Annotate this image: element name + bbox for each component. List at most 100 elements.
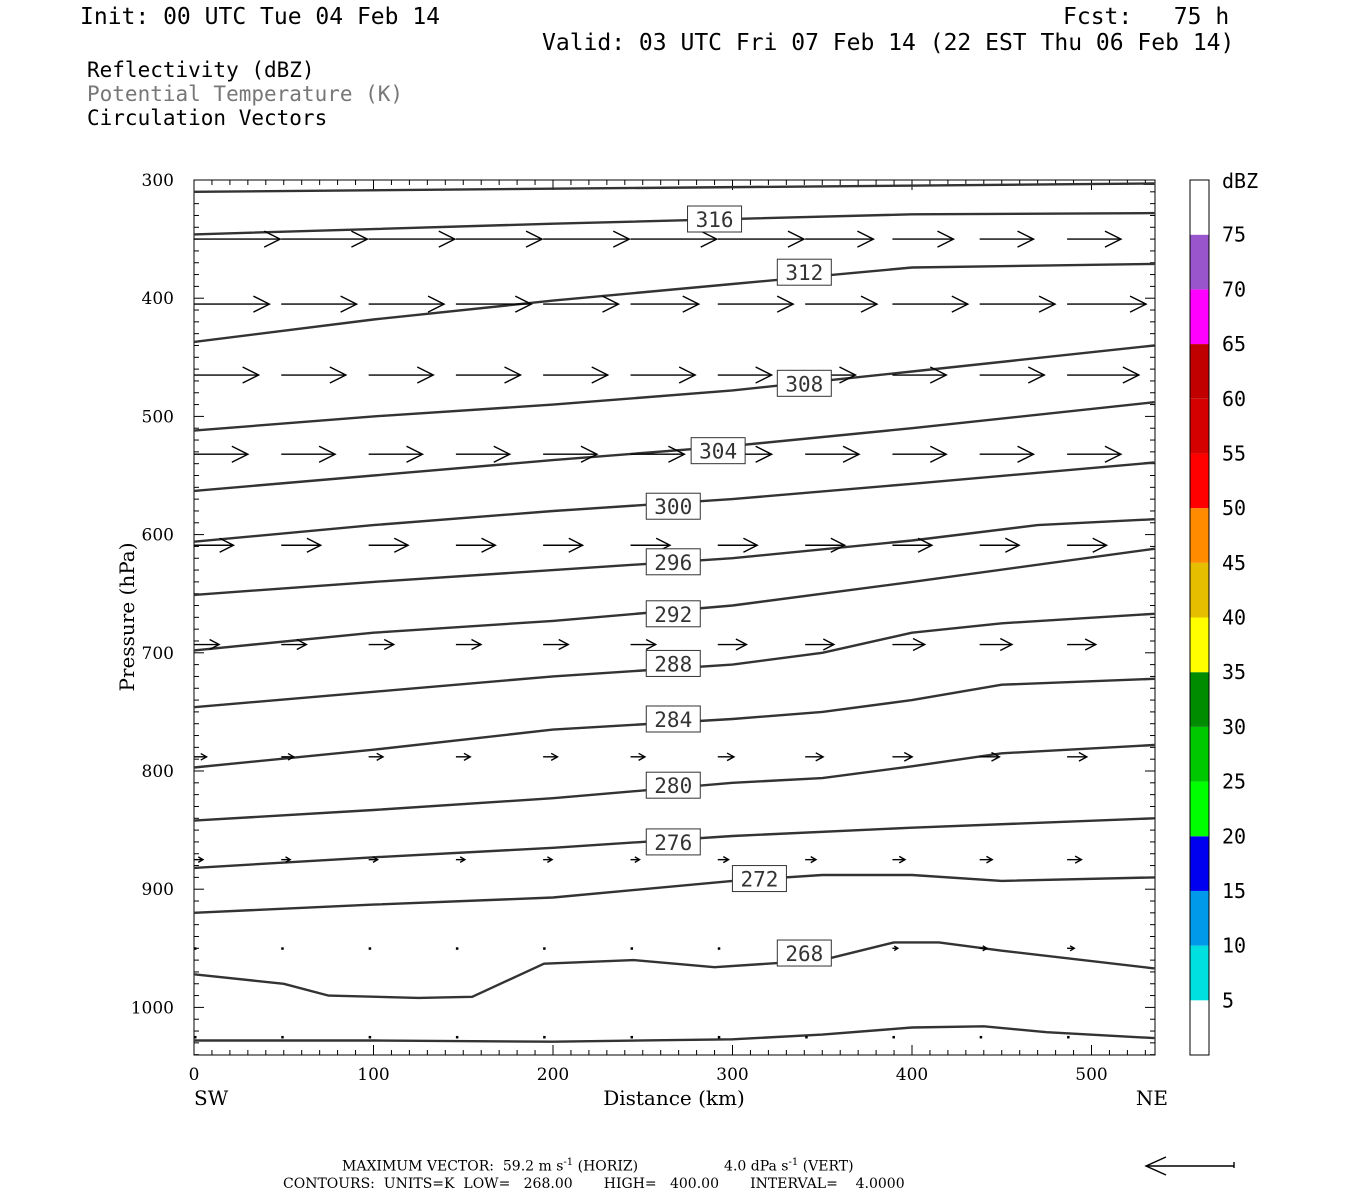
vector-arrowhead	[376, 752, 385, 761]
theta-contour-300	[194, 461, 1155, 543]
vector-arrowhead	[438, 230, 457, 248]
vector-arrowhead	[525, 230, 544, 248]
circulation-vector	[455, 947, 459, 950]
vector-arrowhead	[951, 295, 970, 313]
theta-contour-304	[194, 401, 1155, 493]
vector-arrowhead	[200, 752, 208, 761]
theta-contour-288	[194, 612, 1155, 709]
vector-arrowhead	[318, 445, 337, 463]
contour-label: 300	[654, 495, 692, 519]
circulation-vector	[543, 947, 546, 950]
colorbar-label: 10	[1222, 934, 1246, 958]
vector-arrowhead	[929, 445, 948, 463]
circulation-vector	[630, 1035, 634, 1039]
circulation-vector	[194, 1035, 197, 1039]
colorbar-label: 55	[1222, 441, 1246, 465]
max-vector-text: MAXIMUM VECTOR: 59.2 m s	[342, 1158, 564, 1175]
contour-label: 312	[785, 261, 823, 285]
vector-arrowhead	[1092, 537, 1109, 553]
contour-label: 268	[785, 942, 823, 966]
vector-arrowhead	[893, 945, 900, 952]
contour-label-box	[645, 649, 701, 677]
colorbar-label: 40	[1222, 606, 1246, 630]
vector-arrowhead	[726, 752, 736, 762]
vector-arrowhead	[287, 752, 296, 761]
vector-arrowhead	[580, 445, 599, 463]
vector-arrowhead	[329, 366, 348, 384]
contour-label: 280	[654, 774, 692, 798]
colorbar-label: 75	[1222, 223, 1246, 247]
contour-label: 292	[654, 603, 692, 627]
vector-arrowhead	[1084, 638, 1098, 651]
init-time: Init: 00 UTC Tue 04 Feb 14	[80, 4, 441, 30]
vector-arrowhead	[822, 638, 836, 651]
vector-arrowhead	[830, 537, 847, 553]
colorbar-label: 15	[1222, 879, 1246, 903]
vector-arrowhead	[416, 366, 435, 384]
vector-arrowhead	[393, 537, 410, 553]
theta-contour-268	[194, 941, 1155, 1000]
vector-arrowhead	[504, 366, 523, 384]
vector-arrowhead	[1078, 751, 1089, 762]
y-tick-label: 500	[142, 407, 174, 427]
y-tick-label: 300	[142, 171, 174, 191]
vector-arrowhead	[999, 637, 1014, 652]
colorbar-segment	[1190, 1000, 1209, 1055]
vector-arrowhead	[514, 295, 533, 313]
contour-label: 308	[785, 372, 823, 396]
footer-contours: CONTOURS: UNITS=K LOW= 268.00 HIGH= 400.…	[283, 1176, 905, 1192]
vector-arrowhead	[372, 856, 380, 864]
vector-arrowhead	[682, 295, 701, 313]
vector-arrowhead	[306, 537, 323, 553]
contour-label: 284	[654, 708, 692, 732]
vector-arrowhead	[550, 752, 559, 761]
vector-arrowhead	[810, 856, 818, 864]
vector-arrowhead	[351, 230, 369, 248]
vector-arrowhead	[285, 856, 292, 864]
vector-arrowhead	[1074, 855, 1083, 864]
vector-arrowhead	[1004, 537, 1021, 553]
vector-arrowhead	[406, 445, 425, 463]
y-tick-label: 1000	[131, 998, 174, 1018]
x-tick-label: 400	[896, 1065, 928, 1085]
x-axis-title: Distance (km)	[603, 1086, 745, 1110]
vector-arrowhead	[1129, 295, 1148, 313]
vector-arrowhead	[383, 638, 396, 651]
colorbar-segment	[1190, 453, 1209, 509]
vector-arrowhead	[991, 751, 1001, 762]
valid-time: Valid: 03 UTC Fri 07 Feb 14 (22 EST Thu …	[542, 30, 1235, 56]
y-tick-label: 800	[142, 762, 174, 782]
theta-contour-unlabeled	[194, 1025, 1155, 1043]
vector-arrowhead	[1069, 945, 1076, 952]
colorbar-segment	[1190, 781, 1209, 837]
colorbar-frame	[1189, 179, 1210, 1056]
circulation-vector	[892, 1035, 895, 1039]
colorbar-segment	[1190, 562, 1209, 618]
vector-arrowhead	[1027, 366, 1046, 384]
vector-arrowhead	[1017, 230, 1036, 248]
footer-max-vector: MAXIMUM VECTOR: 59.2 m s-1 (HORIZ) 4.0 dP…	[342, 1157, 854, 1175]
theta-contour-316	[194, 211, 1155, 236]
circulation-vector	[368, 947, 372, 950]
vector-arrowhead	[787, 230, 806, 248]
vector-arrowhead	[296, 638, 308, 651]
sw-endpoint-label: SW	[194, 1086, 229, 1110]
forecast-hour: Fcst: 75 h	[1063, 4, 1230, 30]
circulation-vector	[455, 1035, 459, 1039]
colorbar-segment	[1190, 945, 1209, 1001]
contour-label: 288	[654, 652, 692, 676]
y-tick-label: 600	[142, 526, 174, 546]
field-reflectivity: Reflectivity (dBZ)	[87, 58, 315, 82]
circulation-vector	[717, 947, 721, 950]
vert-text: (VERT)	[802, 1158, 854, 1175]
circulation-vector	[717, 1035, 721, 1039]
vector-arrowhead	[1122, 366, 1141, 384]
vector-arrowhead	[242, 366, 261, 384]
theta-contour-308	[194, 344, 1155, 432]
vector-arrowhead	[558, 638, 570, 651]
theta-contour-292	[194, 547, 1155, 652]
vector-arrowhead	[929, 366, 948, 384]
vector-arrowhead	[735, 638, 749, 651]
circulation-vector	[543, 1035, 546, 1039]
